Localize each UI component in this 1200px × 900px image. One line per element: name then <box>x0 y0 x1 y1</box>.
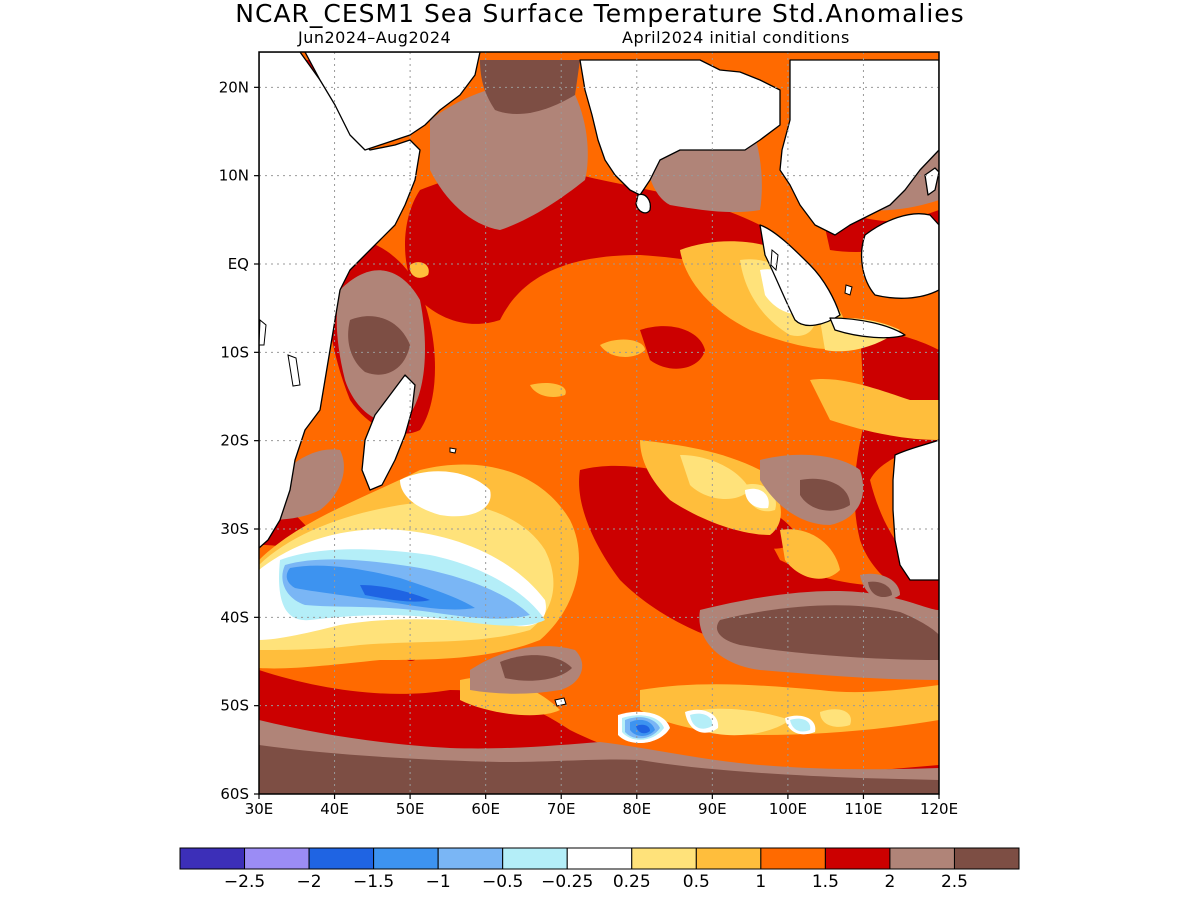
island-3 <box>770 248 779 272</box>
colorbar-swatch <box>308 847 375 870</box>
sumatra-island <box>759 224 841 327</box>
island-1 <box>287 354 301 387</box>
lon-tick-label: 100E <box>769 800 807 818</box>
lon-tick-label: 40E <box>320 800 349 818</box>
colorbar-swatch <box>695 847 762 870</box>
colorbar-label: −0.25 <box>541 872 593 892</box>
java-island <box>829 317 906 339</box>
lat-tick-label: 10S <box>220 343 249 361</box>
colorbar-swatch <box>889 847 955 870</box>
forecast-period: Jun2024–Aug2024 <box>298 28 452 47</box>
lon-tick-label: 60E <box>471 800 500 818</box>
lon-tick-label: 30E <box>245 800 274 818</box>
colorbar-swatch <box>631 847 697 870</box>
colorbar-swatch <box>566 847 633 870</box>
lon-tick-label: 120E <box>920 800 958 818</box>
map-frame <box>258 51 940 795</box>
lat-tick-label: EQ <box>228 255 249 273</box>
australia-landmass <box>892 439 939 581</box>
longitude-axis: 30E 40E 50E 60E 70E 80E 90E 100E 110E 120E <box>245 794 958 818</box>
colorbar-swatch <box>244 847 310 870</box>
madagascar-island <box>361 374 416 491</box>
colorbar-legend: −2.5 −2 −1.5 −1 −0.5 −0.25 0.25 0.5 1 1.5 2 2.5 <box>179 847 1020 892</box>
gridlines <box>259 52 939 794</box>
anomaly-darkblue-regions <box>360 585 650 734</box>
colorbar-swatch <box>179 847 246 870</box>
initial-conditions: April2024 initial conditions <box>622 28 850 47</box>
lat-tick-label: 50S <box>220 697 249 715</box>
lat-tick-label: 20S <box>220 432 249 450</box>
lat-tick-label: 30S <box>220 520 249 538</box>
india-landmass <box>579 59 781 196</box>
sri-lanka-island <box>635 193 651 214</box>
colorbar-label: −1.5 <box>353 872 394 892</box>
lat-tick-label: 10N <box>219 167 249 185</box>
colorbar-label: 2.5 <box>941 872 968 892</box>
colorbar-label: 0.25 <box>613 872 651 892</box>
colorbar-swatch <box>437 847 504 870</box>
colorbar-label: −1 <box>426 872 451 892</box>
lon-tick-label: 50E <box>396 800 425 818</box>
island-5 <box>449 447 457 454</box>
colorbar-label: −2.5 <box>224 872 265 892</box>
island-6 <box>554 697 567 707</box>
sulawesi-island <box>924 167 939 196</box>
arabia-landmass <box>304 52 481 151</box>
colorbar-swatch <box>502 847 568 870</box>
colorbar-label: 0.5 <box>683 872 710 892</box>
colorbar-swatch <box>760 847 826 870</box>
colorbar-swatch <box>373 847 439 870</box>
lat-tick-label: 20N <box>219 78 249 96</box>
colorbar-label: −2 <box>297 872 322 892</box>
lon-tick-label: 110E <box>844 800 882 818</box>
colorbar-label: −0.5 <box>482 872 523 892</box>
colorbar-swatch <box>953 847 1020 870</box>
lat-tick-label: 60S <box>220 785 249 803</box>
island-4 <box>844 284 853 296</box>
lon-tick-label: 90E <box>698 800 727 818</box>
southeast-asia-landmass <box>779 59 939 236</box>
lat-tick-label: 40S <box>220 608 249 626</box>
colorbar-label: 1.5 <box>812 872 839 892</box>
colorbar-swatch <box>824 847 891 870</box>
lon-tick-label: 70E <box>547 800 576 818</box>
map-title: NCAR_CESM1 Sea Surface Temperature Std.A… <box>235 0 965 28</box>
colorbar-label: 1 <box>755 872 766 892</box>
lon-tick-label: 80E <box>622 800 651 818</box>
colorbar-label: 2 <box>885 872 896 892</box>
small-islands <box>259 248 853 707</box>
anomaly-field <box>259 52 939 794</box>
latitude-axis: 20N 10N EQ 10S 20S 30S 40S 50S 60S <box>219 78 259 803</box>
